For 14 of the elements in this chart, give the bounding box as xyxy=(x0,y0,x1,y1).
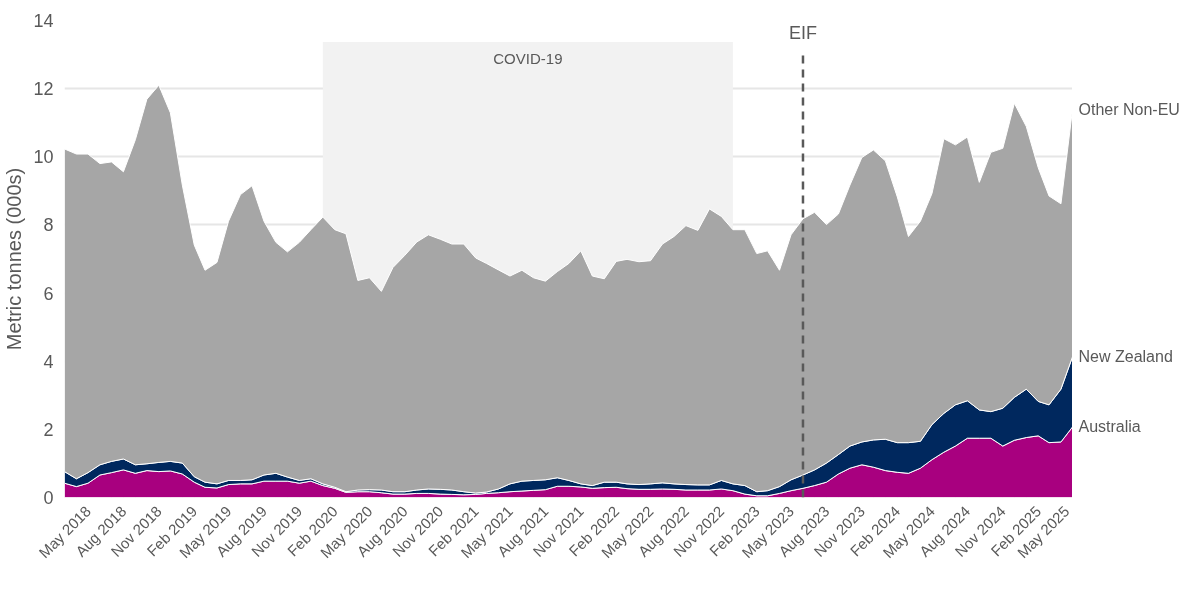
y-tick-label: 12 xyxy=(33,79,54,100)
y-tick-label: 10 xyxy=(33,147,54,168)
y-tick-label: 6 xyxy=(43,283,54,304)
band-label: COVID-19 xyxy=(493,49,563,67)
y-axis-title: Metric tonnes (000s) xyxy=(3,167,26,351)
series-label: Other Non-EU xyxy=(1078,100,1180,118)
series-label: Australia xyxy=(1078,418,1141,436)
y-tick-label: 4 xyxy=(43,351,54,372)
y-tick-label: 8 xyxy=(43,215,54,236)
y-tick-label: 0 xyxy=(43,488,54,508)
y-tick-label: 14 xyxy=(33,11,54,31)
y-tick-label: 2 xyxy=(43,419,54,440)
ref-line-label: EIF xyxy=(788,22,817,43)
series-label: New Zealand xyxy=(1078,348,1173,366)
